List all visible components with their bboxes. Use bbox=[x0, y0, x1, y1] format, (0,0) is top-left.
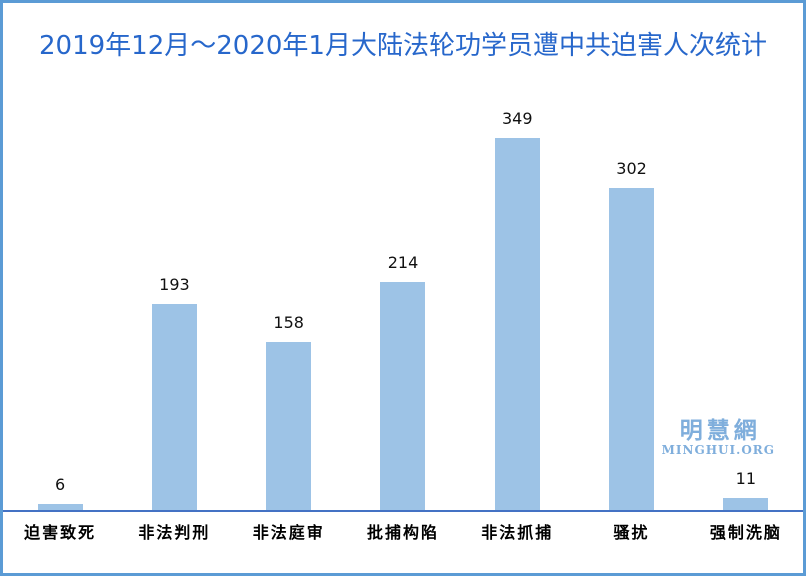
bar-column: 349 bbox=[460, 111, 574, 510]
x-axis-line bbox=[3, 510, 803, 512]
bar-value-label: 214 bbox=[387, 253, 419, 272]
x-axis-category-label: 骚扰 bbox=[613, 523, 650, 542]
watermark-cjk-text: 明慧網 bbox=[679, 418, 761, 444]
bar bbox=[723, 498, 769, 510]
bar-column: 193 bbox=[117, 277, 231, 510]
minghui-watermark: 明慧網 MINGHUI.ORG bbox=[661, 418, 775, 458]
x-axis-category-label: 迫害致死 bbox=[24, 523, 97, 542]
bar-value-label: 158 bbox=[273, 313, 304, 332]
bar bbox=[494, 138, 540, 510]
bar-chart-plot-area: 6 193 158 214 349 302 11 bbox=[3, 3, 803, 510]
bar bbox=[609, 188, 655, 510]
bar bbox=[380, 282, 426, 510]
bar-value-label: 302 bbox=[616, 159, 647, 178]
chart-title: 2019年12月～2020年1月大陆法轮功学员遭中共迫害人次统计 bbox=[39, 31, 767, 61]
bar-column: 6 bbox=[3, 477, 117, 510]
bar-column: 302 bbox=[574, 161, 688, 510]
bar-column: 158 bbox=[232, 315, 346, 510]
x-axis-category-label: 非法抓捕 bbox=[481, 523, 554, 542]
x-axis-category-label: 批捕构陷 bbox=[366, 523, 439, 542]
bar-value-label: 349 bbox=[501, 109, 533, 128]
bar-value-label: 6 bbox=[55, 475, 66, 494]
bar-column: 11 bbox=[689, 471, 803, 510]
watermark-latin-text: MINGHUI.ORG bbox=[661, 443, 775, 458]
x-axis-category-label: 非法庭审 bbox=[252, 523, 325, 542]
bar-value-label: 11 bbox=[735, 469, 756, 488]
bar bbox=[37, 504, 83, 510]
bar-column: 214 bbox=[346, 255, 460, 510]
x-axis-category-label: 强制洗脑 bbox=[709, 523, 782, 542]
x-axis-labels-row: 迫害致死 非法判刑 非法庭审 批捕构陷 非法抓捕 骚扰 强制洗脑 bbox=[3, 519, 803, 543]
bar bbox=[266, 342, 312, 510]
bar bbox=[151, 304, 197, 510]
x-axis-category-label: 非法判刑 bbox=[138, 523, 211, 542]
bar-value-label: 193 bbox=[159, 275, 190, 294]
